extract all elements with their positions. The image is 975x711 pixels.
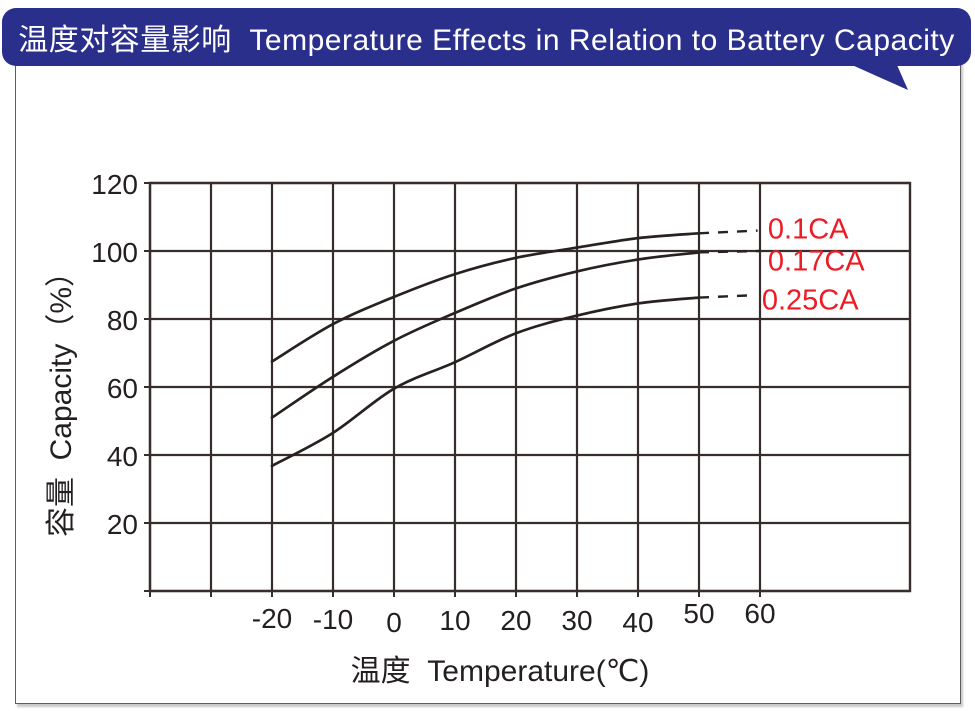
- curve-0.1CA: [270, 231, 701, 363]
- y-tick-label: 40: [106, 441, 138, 472]
- x-tick-label: 10: [439, 605, 471, 636]
- y-tick-label: 60: [106, 373, 138, 404]
- curve-dash-0.1CA: [698, 229, 758, 235]
- y-tick-label: 20: [106, 509, 138, 540]
- y-tick-label: 80: [106, 305, 138, 336]
- curve-dash-0.25CA: [698, 294, 754, 299]
- page-title: 温度对容量影响 Temperature Effects in Relation …: [18, 24, 955, 57]
- y-axis-title: 容量 Capacity（%）: [45, 256, 78, 538]
- header-banner: 温度对容量影响 Temperature Effects in Relation …: [2, 8, 971, 66]
- y-tick-label: 120: [91, 169, 138, 200]
- x-tick-label: 60: [744, 598, 776, 629]
- series-label-0.17ca: 0.17CA: [767, 245, 865, 278]
- x-tick-label: 0: [386, 607, 402, 638]
- x-tick-label: 40: [622, 607, 654, 638]
- curve-0.25CA: [270, 296, 701, 468]
- x-tick-label: -10: [312, 604, 354, 635]
- x-axis-title: 温度 Temperature(℃): [350, 655, 650, 688]
- series-label-0.1ca: 0.1CA: [767, 213, 849, 246]
- x-tick-label: 20: [500, 605, 532, 636]
- x-tick-label: 30: [561, 605, 593, 636]
- curve-0.17CA: [270, 251, 701, 419]
- x-tick-label: -20: [251, 603, 293, 634]
- x-tick-label: 50: [683, 598, 715, 629]
- y-tick-label: 100: [91, 237, 138, 268]
- series-label-0.25ca: 0.25CA: [761, 284, 859, 317]
